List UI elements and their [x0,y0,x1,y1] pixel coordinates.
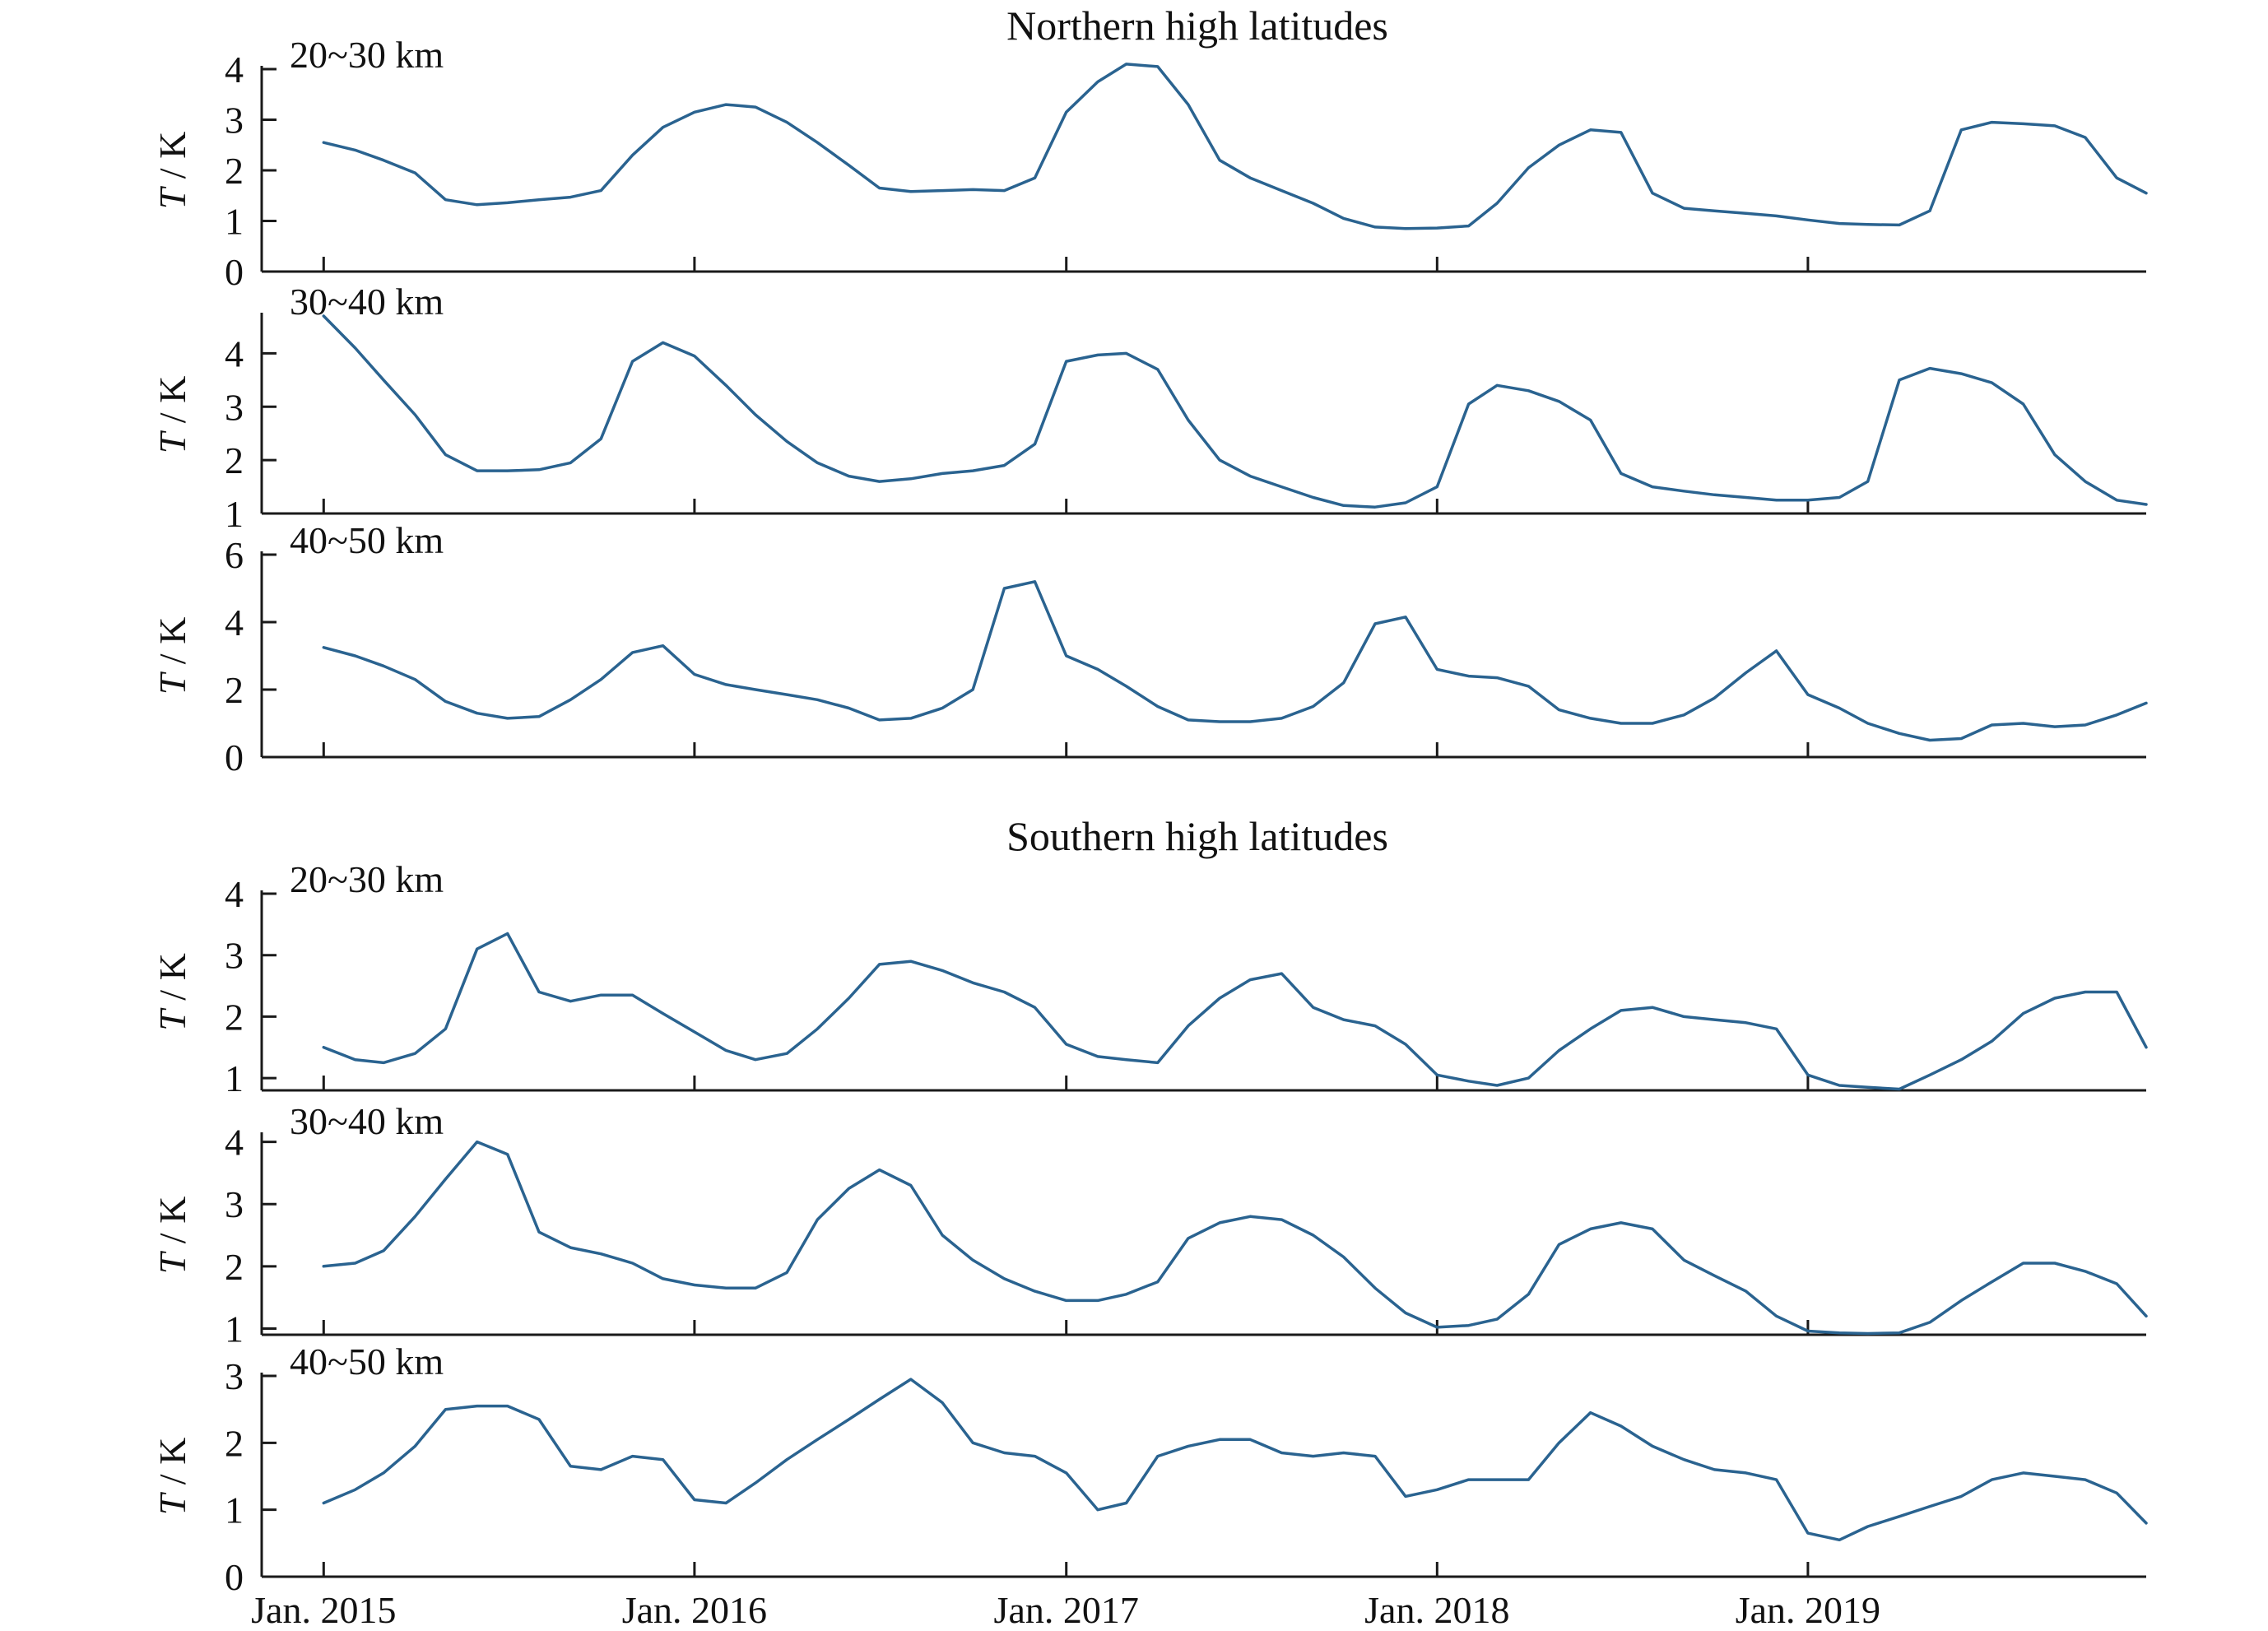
group-title-north: Northern high latitudes [1006,2,1388,49]
y-axis-label: T / K [151,132,193,210]
y-axis-label: T / K [151,953,193,1031]
y-tick-label: 2 [225,150,244,192]
y-axis-label-unit: / K [151,953,193,1010]
panel-6: 0 1 2 3 Jan. 2015 Jan. 2016 Jan. 2017 Jan. 2018… [151,1341,2148,1631]
panel-label: 30~40 km [290,281,444,323]
series-line [322,932,2148,1091]
y-tick-label: 1 [225,201,244,243]
panel-5: 1 2 3 4 T / K 30~40 km [151,1100,2148,1350]
y-tick-label: 1 [225,1308,244,1350]
y-axis-label: T / K [151,617,193,695]
y-tick-label: 4 [225,49,244,91]
x-tick-label: Jan. 2016 [622,1589,767,1631]
panel-label: 20~30 km [290,858,444,900]
y-tick-label: 2 [225,1422,244,1464]
y-tick-label: 6 [225,534,244,576]
x-tick-label: Jan. 2018 [1364,1589,1509,1631]
y-tick-label: 3 [225,1355,244,1397]
y-axis-label-var: T [151,430,193,453]
y-tick-label: 0 [225,1556,244,1598]
y-tick-label: 4 [225,602,244,644]
y-axis-label: T / K [151,376,193,454]
panel-label: 40~50 km [290,519,444,561]
panel-label: 30~40 km [290,1100,444,1142]
series-line [322,580,2148,742]
y-tick-label: 0 [225,737,244,778]
y-tick-label: 4 [225,1122,244,1164]
y-axis-label: T / K [151,1197,193,1275]
y-axis-label-unit: / K [151,1438,193,1494]
y-tick-label: 3 [225,100,244,142]
y-tick-label: 1 [225,1489,244,1531]
y-axis-label-var: T [151,185,193,209]
y-tick-label: 3 [225,935,244,977]
y-axis-label-var: T [151,671,193,695]
panel-2: 1 2 3 4 T / K 30~40 km [151,281,2148,535]
series-line [322,1140,2148,1336]
y-tick-label: 3 [225,386,244,428]
y-tick-label: 4 [225,873,244,915]
panel-3: 0 2 4 6 T / K 40~50 km [151,519,2148,778]
y-tick-label: 1 [225,493,244,535]
y-tick-label: 2 [225,669,244,711]
y-tick-label: 4 [225,332,244,374]
panel-label: 40~50 km [290,1341,444,1382]
y-axis-label-var: T [151,1250,193,1274]
y-axis-label-unit: / K [151,617,193,674]
series-line [322,1378,2148,1542]
panel-1: 0 1 2 3 4 T / K 20~30 km [151,34,2148,293]
y-axis-label-var: T [151,1007,193,1031]
series-line [322,314,2148,509]
x-tick-label: Jan. 2017 [994,1589,1139,1631]
y-tick-label: 3 [225,1183,244,1225]
y-axis-label-var: T [151,1491,193,1515]
y-tick-label: 2 [225,1246,244,1288]
y-tick-label: 2 [225,439,244,481]
y-tick-label: 1 [225,1057,244,1099]
y-axis-label-unit: / K [151,132,193,188]
series-line [322,63,2148,230]
panel-label: 20~30 km [290,34,444,76]
group-title-south: Southern high latitudes [1006,813,1388,859]
y-tick-label: 2 [225,996,244,1038]
y-tick-label: 0 [225,251,244,293]
x-tick-label: Jan. 2015 [251,1589,396,1631]
x-tick-label: Jan. 2019 [1736,1589,1880,1631]
y-axis-label-unit: / K [151,1197,193,1253]
y-axis-label: T / K [151,1438,193,1516]
panel-4: 1 2 3 4 T / K 20~30 km [151,858,2148,1099]
y-axis-label-unit: / K [151,376,193,433]
